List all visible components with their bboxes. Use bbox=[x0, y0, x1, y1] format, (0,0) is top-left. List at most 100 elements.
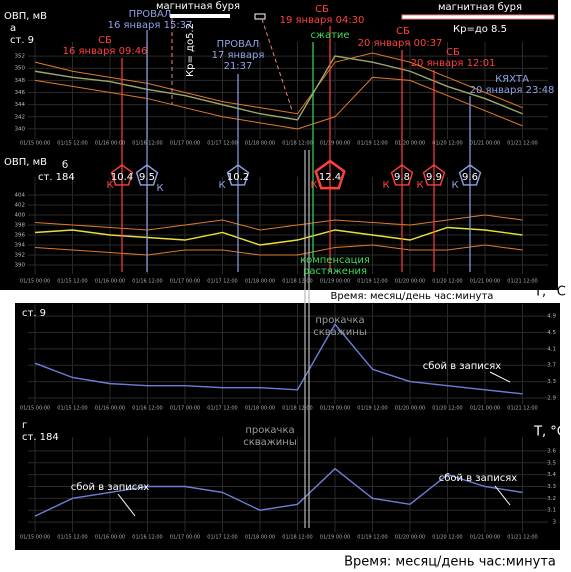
x-tick-label: 01/16 00:00 bbox=[95, 279, 125, 285]
x-tick-label: 01/17 12:00 bbox=[207, 535, 237, 541]
event-label: ПРОВАЛ bbox=[129, 9, 172, 20]
x-tick-label: 01/21 00:00 bbox=[470, 406, 500, 412]
y-tick-label: 3 bbox=[553, 520, 557, 526]
series-line bbox=[34, 244, 523, 256]
x-tick-label: 01/21 00:00 bbox=[470, 535, 500, 541]
series-line bbox=[34, 323, 523, 395]
x-tick-label: 01/20 12:00 bbox=[432, 141, 462, 147]
y-tick-label: 3.5 bbox=[547, 460, 556, 466]
y-tick-label: 346 bbox=[15, 90, 26, 96]
x-tick-label: 01/19 12:00 bbox=[357, 141, 387, 147]
storm-bar bbox=[401, 14, 555, 20]
x-tick-label: 01/20 00:00 bbox=[395, 141, 425, 147]
x-tick-label: 01/16 00:00 bbox=[95, 406, 125, 412]
storm-bar bbox=[170, 14, 230, 18]
series-line bbox=[34, 76, 523, 130]
y-axis-label: T, °C bbox=[533, 425, 566, 440]
y-tick-label: 400 bbox=[15, 213, 26, 219]
x-tick-label: 01/15 12:00 bbox=[57, 141, 87, 147]
y-tick-label: 3.3 bbox=[547, 379, 556, 385]
y-tick-label: 2.9 bbox=[547, 395, 556, 401]
panel-cd-background bbox=[15, 303, 560, 550]
x-tick-label: 01/18 12:00 bbox=[282, 279, 312, 285]
y-tick-label: 340 bbox=[15, 126, 26, 132]
event-label: 16 января 15:37 bbox=[108, 20, 193, 31]
magnitude-value: 10.4 bbox=[111, 172, 133, 183]
x-axis-label: Время: месяц/день час:минута bbox=[344, 555, 556, 570]
panel-ab-background bbox=[0, 0, 558, 290]
x-tick-label: 01/21 00:00 bbox=[470, 279, 500, 285]
annotation: прокачка bbox=[245, 425, 294, 436]
y-tick-label: 344 bbox=[15, 102, 26, 108]
station-label: ст. 184 bbox=[22, 432, 59, 443]
x-tick-label: 01/15 12:00 bbox=[57, 279, 87, 285]
x-tick-label: 01/19 00:00 bbox=[320, 535, 350, 541]
event-label: 20 января 23:48 bbox=[470, 85, 555, 96]
magnitude-label: К bbox=[416, 180, 423, 191]
arrow bbox=[489, 371, 511, 383]
panel-letter: в bbox=[28, 295, 34, 306]
y-tick-label: 396 bbox=[15, 233, 26, 239]
magnitude-label: К bbox=[451, 180, 458, 191]
y-tick-label: 392 bbox=[15, 253, 26, 259]
storm-line bbox=[261, 18, 293, 111]
annotation: прокачка bbox=[315, 315, 364, 326]
magnitude-value: 9.6 bbox=[462, 172, 478, 183]
x-tick-label: 01/19 00:00 bbox=[320, 279, 350, 285]
arrow bbox=[117, 493, 136, 517]
x-tick-label: 01/17 00:00 bbox=[170, 141, 200, 147]
event-label: 20 января 12:01 bbox=[411, 58, 496, 69]
event-label: СБ bbox=[396, 26, 410, 37]
magnitude-label: К bbox=[218, 180, 225, 191]
x-tick-label: 01/15 00:00 bbox=[20, 279, 50, 285]
x-tick-label: 01/20 00:00 bbox=[395, 279, 425, 285]
series-line bbox=[34, 52, 523, 115]
arrows bbox=[117, 371, 511, 517]
station-label: ст. 184 bbox=[38, 172, 75, 183]
annotation: растяжения bbox=[303, 266, 367, 277]
event-label: сжатие bbox=[310, 30, 349, 41]
x-tick-label: 01/19 00:00 bbox=[320, 141, 350, 147]
x-tick-label: 01/17 12:00 bbox=[207, 279, 237, 285]
x-tick-label: 01/15 00:00 bbox=[20, 141, 50, 147]
storm-label: магнитная буря bbox=[156, 1, 240, 12]
y-tick-label: 3.6 bbox=[547, 448, 556, 454]
annotation: сбой в записях bbox=[439, 473, 518, 484]
x-axis-label: Время: месяц/день час:минута bbox=[331, 291, 494, 302]
y-tick-label: 3.7 bbox=[547, 363, 556, 369]
magnitude-label: К bbox=[106, 180, 113, 191]
station-label: ст. 9 bbox=[22, 308, 46, 319]
magnitude-label: К bbox=[310, 180, 317, 191]
annotation: сбой в записях bbox=[71, 482, 150, 493]
x-tick-label: 01/21 12:00 bbox=[507, 141, 537, 147]
annotation: компенсация bbox=[300, 255, 370, 266]
x-tick-label: 01/17 00:00 bbox=[170, 406, 200, 412]
panel-letter: а bbox=[10, 23, 16, 34]
event-label: 21:37 bbox=[224, 61, 253, 72]
event-label: 19 января 04:30 bbox=[280, 15, 365, 26]
event-label: ПРОВАЛ bbox=[217, 39, 260, 50]
x-tick-label: 01/16 00:00 bbox=[95, 141, 125, 147]
x-tick-label: 01/15 12:00 bbox=[57, 406, 87, 412]
y-axis-label: T, °C bbox=[533, 285, 566, 300]
annotation: скважины bbox=[243, 437, 297, 448]
event-label: 20 января 00:37 bbox=[358, 38, 443, 49]
event-label: 17 января bbox=[212, 50, 265, 61]
x-tick-label: 01/16 12:00 bbox=[132, 279, 162, 285]
x-tick-label: 01/18 00:00 bbox=[245, 406, 275, 412]
station-label: ст. 9 bbox=[10, 35, 34, 46]
x-tick-label: 01/21 00:00 bbox=[470, 141, 500, 147]
x-tick-label: 01/15 00:00 bbox=[20, 535, 50, 541]
x-tick-label: 01/18 00:00 bbox=[245, 141, 275, 147]
storm-label: магнитная буря bbox=[438, 2, 522, 13]
x-tick-label: 01/21 12:00 bbox=[507, 279, 537, 285]
magnitude-label: К bbox=[382, 180, 389, 191]
y-tick-label: 398 bbox=[15, 223, 26, 229]
series-line bbox=[34, 214, 523, 231]
y-tick-label: 350 bbox=[15, 66, 26, 72]
x-tick-label: 01/18 12:00 bbox=[282, 406, 312, 412]
x-tick-label: 01/20 12:00 bbox=[432, 279, 462, 285]
y-tick-label: 3.2 bbox=[547, 496, 556, 502]
series-line bbox=[34, 226, 523, 246]
